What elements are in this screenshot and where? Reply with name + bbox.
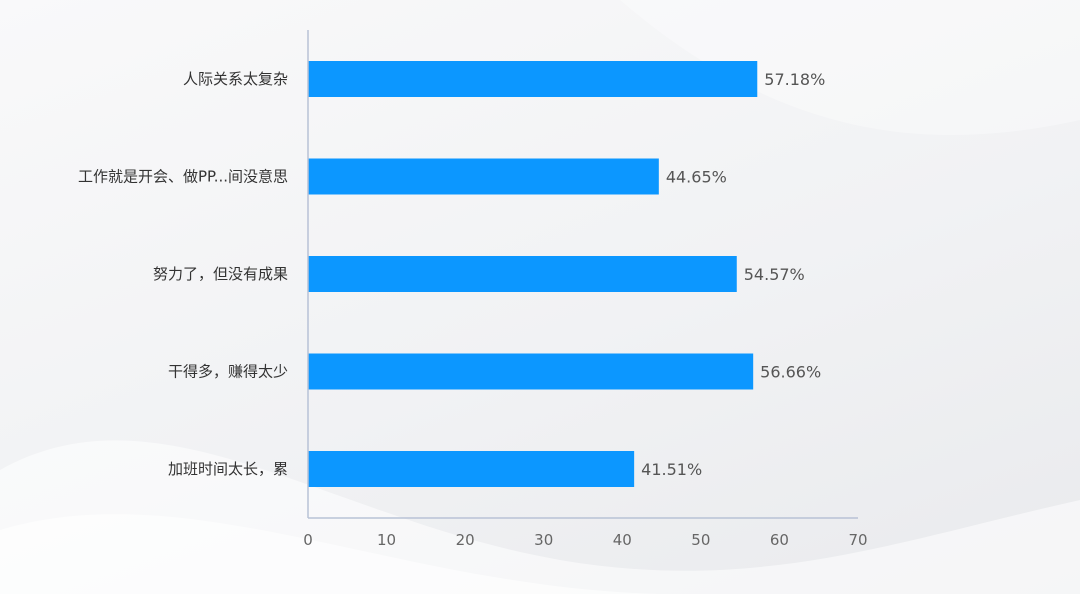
category-label-1: 人际关系太复杂: [183, 70, 288, 88]
x-tick-label-50: 50: [691, 531, 710, 549]
bar-2: [308, 158, 659, 195]
x-tick-label-70: 70: [848, 531, 867, 549]
x-tick-label-30: 30: [534, 531, 553, 549]
axis-layer: 0 10 20 30 40 50 60 70: [303, 30, 868, 549]
category-label-3: 努力了，但没有成果: [153, 265, 288, 283]
bar-1: [308, 61, 758, 97]
bars-layer: [308, 61, 758, 487]
x-tick-label-10: 10: [377, 531, 396, 549]
category-label-4: 干得多，赚得太少: [168, 363, 288, 381]
bar-3: [308, 256, 737, 292]
value-label-1: 57.18%: [764, 70, 825, 89]
x-tick-label-40: 40: [613, 531, 632, 549]
value-label-3: 54.57%: [744, 265, 805, 284]
value-label-2: 44.65%: [666, 168, 727, 187]
category-label-5: 加班时间太长，累: [168, 460, 288, 478]
bar-4: [308, 353, 754, 390]
x-tick-label-60: 60: [770, 531, 789, 549]
value-label-4: 56.66%: [760, 363, 821, 382]
x-tick-label-20: 20: [456, 531, 475, 549]
labels-layer: 人际关系太复杂 57.18% 工作就是开会、做PP...间没意思 44.65% 努力了，…: [78, 70, 825, 479]
bar-5: [308, 451, 635, 487]
category-label-2: 工作就是开会、做PP...间没意思: [78, 168, 288, 186]
x-tick-label-0: 0: [303, 531, 313, 549]
value-label-5: 41.51%: [641, 460, 702, 479]
